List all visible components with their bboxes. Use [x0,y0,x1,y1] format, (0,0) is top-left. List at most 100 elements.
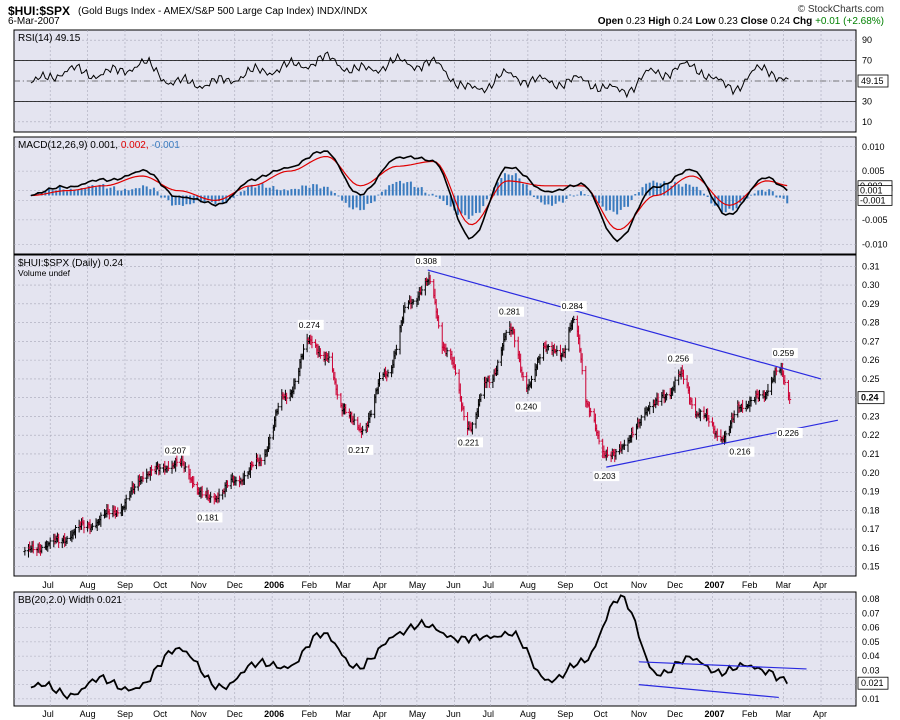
macd-histogram-bar [507,174,510,196]
macd-value: 0.001, [90,140,121,151]
rsi-panel-title: RSI(14) 49.15 [18,33,81,44]
x-axis-label: Sep [117,580,133,590]
macd-histogram-bar [351,195,354,210]
x-axis-label: Oct [593,709,608,719]
x-axis-label: Jul [42,709,54,719]
macd-histogram-bar [525,184,528,196]
macd-histogram-bar [250,184,253,196]
macd-histogram-bar [174,195,177,206]
macd-histogram-bar [427,194,430,196]
macd-histogram-bar [402,183,405,196]
macd-histogram-bar [330,191,333,196]
macd-histogram-bar [127,190,130,196]
macd-histogram-bar [522,183,525,196]
macd-histogram-bar [532,195,535,198]
price-annotation-box [456,437,483,448]
macd-histogram-bar [163,195,166,198]
macd-histogram-bar [290,189,293,196]
macd-histogram-bar [138,188,141,196]
macd-histogram-bar [406,182,409,196]
macd-histogram-bar [464,195,467,216]
x-axis-label: Dec [667,709,684,719]
price-ytick-label: 0.26 [862,355,880,365]
price-annotation: 0.221 [458,437,480,447]
macd-histogram-bar [764,191,767,196]
price-annotation-box [414,256,441,267]
macd-histogram-bar [261,183,264,196]
macd-histogram-bar [283,189,286,196]
price-annotation: 0.226 [778,428,800,438]
close-label: Close [740,16,768,27]
price-ytick-label: 0.30 [862,280,880,290]
macd-histogram-bar [435,195,438,197]
macd-histogram-bar [218,195,221,202]
macd-histogram-bar [746,195,749,199]
macd-histogram-bar [735,195,738,209]
price-annotation: 0.203 [594,471,616,481]
macd-histogram-bar [739,195,742,203]
x-axis-label: Sep [557,709,573,719]
macd-histogram-bar [297,189,300,196]
macd-histogram-bar [326,186,329,196]
bbwidth-current-tag: 0.021 [861,678,884,688]
macd-histogram-bar [337,195,340,197]
x-axis-label: Mar [776,580,792,590]
macd-histogram-bar [380,191,383,196]
x-axis-label: Oct [593,580,608,590]
open-value: 0.23 [626,16,646,27]
bbwidth-panel-bg [13,591,857,707]
x-axis-label: Feb [302,709,318,719]
macd-histogram-bar [634,194,637,196]
macd-histogram-bar [268,187,271,196]
macd-histogram-bar [677,184,680,196]
price-ytick-label: 0.20 [862,468,880,478]
x-axis-label: Dec [227,580,244,590]
macd-histogram-bar [225,195,228,204]
macd-histogram-bar [395,181,398,196]
macd-histogram-bar [645,183,648,196]
macd-histogram-bar [703,193,706,196]
macd-histogram-bar [185,195,188,205]
macd-histogram-bar [55,190,58,196]
price-annotation: 0.216 [729,447,751,457]
macd-histogram-bar [598,195,601,204]
macd-histogram-bar [69,188,72,196]
macd-histogram-bar [565,195,568,199]
macd-histogram-bar [779,195,782,198]
bbwidth-current-tag-box [857,676,889,690]
macd-histogram-bar [156,191,159,196]
macd-histogram-bar [308,187,311,196]
ohlc-readout: Open 0.23 High 0.24 Low 0.23 Close 0.24 … [598,16,884,27]
macd-histogram-bar [134,188,137,196]
brand-credit[interactable]: © StockCharts.com [797,4,884,15]
price-ytick-label: 0.21 [862,449,880,459]
macd-ytick-label: 0.010 [862,142,885,152]
macd-histogram-bar [29,195,32,196]
macd-histogram-bar [623,195,626,207]
macd-histogram-bar [460,195,463,214]
macd-histogram-bar [181,195,184,206]
x-axis-label: Aug [520,580,536,590]
macd-histogram-bar [315,184,318,196]
macd-histogram-bar [294,188,297,196]
macd-histogram-bar [152,187,155,196]
x-axis-label: Feb [302,580,318,590]
low-value: 0.23 [718,16,738,27]
macd-current-tag: 0.001 [860,186,883,196]
bbwidth-panel-title: BB(20,2.0) Width 0.021 [18,595,122,606]
macd-histogram-bar [569,194,572,196]
x-axis-label: 2007 [704,709,724,719]
macd-histogram-bar [551,195,554,206]
macd-histogram-bar [167,195,170,201]
macd-histogram-bar [377,194,380,196]
x-axis-label: Nov [631,709,648,719]
macd-histogram-bar [692,186,695,196]
macd-histogram-bar [80,188,83,196]
macd-histogram-bar [279,190,282,196]
macd-histogram-bar [196,195,199,201]
x-axis-label: Jun [446,580,461,590]
macd-histogram-bar [608,195,611,211]
macd-signal-value: 0.002, [121,140,152,151]
macd-histogram-bar [348,195,351,208]
